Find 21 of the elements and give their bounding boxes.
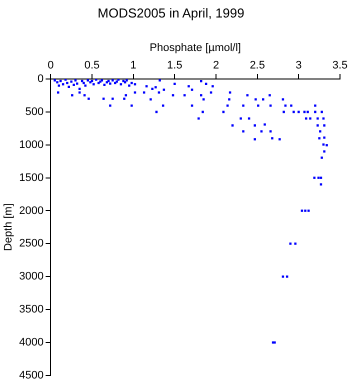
y-tick-label: 2000 [19,204,44,217]
y-tick-label: 500 [25,106,44,118]
x-tick-label: 2 [212,59,220,72]
x-tick-label: 1 [130,59,136,72]
y-tick-label: 3000 [19,270,44,283]
chart-title: MODS2005 in April, 1999 [98,5,244,20]
y-tick-label: 1000 [19,138,44,151]
y-tick-label: 4500 [19,369,44,382]
y-tick-label: 4000 [19,336,44,348]
y-tick-label: 3500 [19,304,44,316]
x-tick-label: 0 [48,59,54,72]
y-tick-label: 2500 [19,238,44,250]
x-axis-title: Phosphate [µmol/l] [150,42,242,54]
y-axis-title: Depth [m] [2,203,15,252]
x-tick-label: 1.5 [167,59,182,72]
x-tick-label: 3.5 [332,59,348,72]
x-tick-label: 0.5 [84,59,100,72]
x-tick-label: 2.5 [250,59,265,72]
y-tick-label: 1500 [19,172,44,184]
y-tick-label: 0 [38,73,44,86]
x-tick-label: 3 [296,59,302,72]
